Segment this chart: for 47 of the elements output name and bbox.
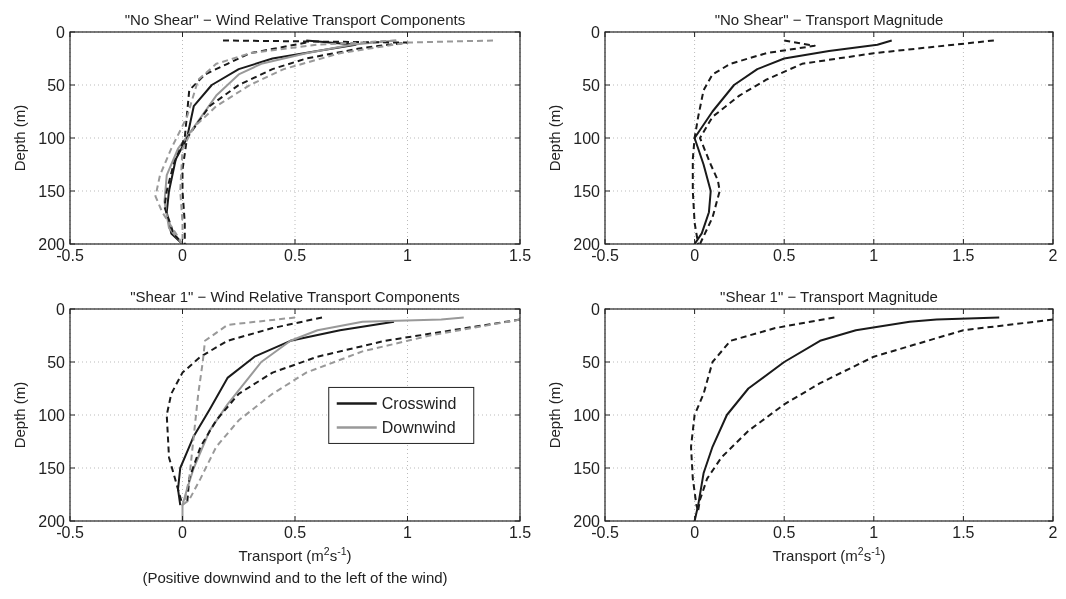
x-tick-label: 1.5	[508, 524, 532, 541]
y-tick-label: 150	[573, 182, 601, 200]
y-tick-label: 150	[573, 459, 601, 477]
x-tick-label: 1.5	[952, 247, 975, 264]
y-tick-label: 0	[56, 300, 66, 318]
legend-label: Crosswind	[381, 395, 457, 413]
y-tick-label: 0	[56, 23, 66, 41]
y-axis-title: Depth (m)	[546, 104, 563, 172]
x-tick-label: 1.5	[508, 247, 532, 264]
x-tick-label: 0.5	[283, 524, 307, 541]
x-tick-label: 0.5	[283, 247, 307, 264]
y-tick-label: 150	[38, 459, 66, 477]
x-tick-label: 2	[1048, 524, 1058, 541]
chart-title: "Shear 1" − Wind Relative Transport Components	[130, 288, 460, 305]
x-tick-label: 0.5	[773, 524, 796, 541]
x-tick-label: 0	[690, 524, 700, 541]
chart-title: "No Shear" − Wind Relative Transport Components	[124, 11, 466, 28]
y-tick-label: 50	[47, 76, 66, 94]
y-tick-label: 100	[38, 129, 66, 147]
y-tick-label: 50	[582, 353, 601, 371]
x-tick-label: 1	[869, 247, 879, 264]
y-axis-title: Depth (m)	[11, 381, 28, 449]
x-tick-label: 1	[403, 247, 413, 264]
x-tick-label: 1.5	[952, 524, 975, 541]
x-tick-label: 0.5	[773, 247, 796, 264]
x-tick-label: 1	[403, 524, 413, 541]
x-tick-label: 2	[1048, 247, 1058, 264]
y-tick-label: 50	[582, 76, 601, 94]
chart-title: "No Shear" − Transport Magnitude	[714, 11, 944, 28]
text: (Positive downwind and to the left of the wind)	[142, 569, 448, 586]
y-tick-label: 0	[591, 23, 601, 41]
y-tick-label: 0	[591, 300, 601, 318]
chart-title: "Shear 1" − Transport Magnitude	[720, 288, 938, 305]
x-axis-title: Transport (m$^{2}$s$^{-1}$)	[772, 545, 886, 564]
y-tick-label: 100	[573, 129, 601, 147]
y-axis-title: Depth (m)	[546, 381, 563, 449]
x-tick-label: 0	[178, 247, 188, 264]
x-tick-label: 0	[690, 247, 700, 264]
y-tick-label: 150	[38, 182, 66, 200]
x-axis-title: Transport (m$^{2}$s$^{-1}$)	[238, 545, 352, 564]
y-axis-title: Depth (m)	[11, 104, 28, 172]
x-tick-label: 1	[869, 524, 879, 541]
x-tick-label: 0	[178, 524, 188, 541]
y-tick-label: 100	[573, 406, 601, 424]
legend-label: Downwind	[381, 419, 456, 437]
y-tick-label: 100	[38, 406, 66, 424]
y-tick-label: 50	[47, 353, 66, 371]
